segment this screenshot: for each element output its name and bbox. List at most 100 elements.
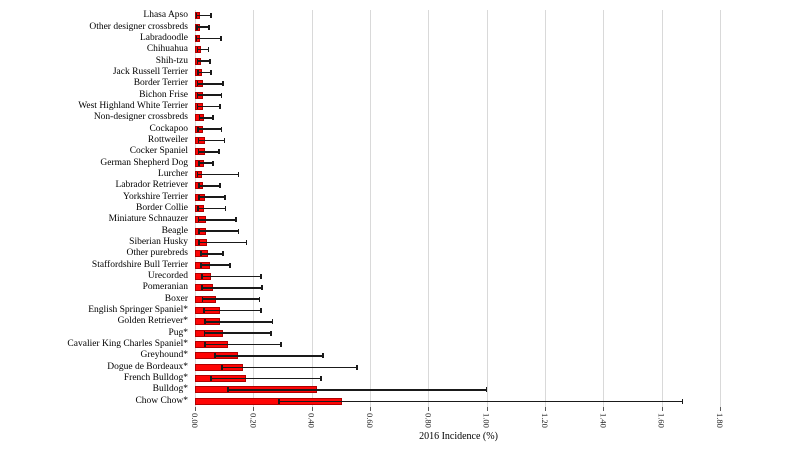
breed-label: Greyhound* — [140, 350, 189, 361]
breed-label: Border Collie — [136, 203, 188, 213]
error-cap-high — [485, 387, 488, 393]
gridline — [253, 10, 255, 407]
error-cap-high — [222, 81, 225, 87]
error-bar-line — [204, 343, 281, 346]
breed-label: Non-designer crossbreds — [93, 112, 188, 123]
error-cap-low — [196, 47, 199, 53]
error-bar-line — [196, 26, 209, 28]
breed-label: Lurcher — [157, 168, 188, 179]
breed-label: Beagle — [161, 225, 188, 236]
error-cap-high — [209, 69, 212, 75]
error-cap-high — [224, 194, 226, 200]
x-tick-label: 0.80 — [423, 413, 434, 428]
error-cap-high — [235, 217, 237, 223]
breed-label: Labrador Retriever — [115, 180, 188, 191]
breed-label: Urecorded — [147, 271, 188, 282]
error-cap-high — [260, 285, 263, 291]
breed-label: Bichon Frise — [139, 89, 188, 100]
error-bar-line — [200, 253, 223, 255]
error-cap-low — [197, 206, 199, 211]
x-tick — [311, 407, 313, 411]
error-cap-high — [207, 24, 210, 30]
error-cap-low — [197, 194, 200, 200]
error-bar-line — [198, 241, 247, 244]
error-cap-low — [209, 376, 212, 382]
breed-label: English Springer Spaniel* — [88, 305, 188, 316]
error-cap-low — [204, 319, 206, 325]
error-bar-line — [227, 389, 487, 391]
breed-label: Boxer — [164, 293, 188, 304]
error-bar-line — [199, 116, 214, 119]
breed-label: Cockapoo — [149, 123, 188, 134]
error-cap-high — [220, 92, 223, 98]
error-cap-low — [278, 398, 280, 404]
error-cap-high — [220, 35, 223, 41]
error-bar-line — [204, 332, 271, 335]
error-cap-high — [222, 251, 224, 257]
x-tick — [195, 407, 196, 411]
gridline — [661, 10, 663, 407]
error-cap-low — [196, 92, 199, 98]
breed-label: Cocker Spaniel — [129, 146, 188, 157]
error-cap-high — [209, 58, 211, 64]
error-cap-low — [197, 126, 199, 132]
breed-label: Cavalier King Charles Spaniel* — [67, 339, 188, 350]
error-bar-line — [279, 400, 683, 403]
error-cap-low — [195, 13, 198, 19]
error-cap-low — [214, 353, 216, 359]
gridline — [370, 10, 371, 407]
error-bar-line — [201, 287, 262, 289]
x-tick-label: 1.20 — [540, 413, 550, 428]
error-bar-line — [198, 185, 221, 187]
error-bar-line — [215, 355, 323, 357]
error-bar-line — [199, 162, 213, 164]
x-axis-tick-labels: 0.00 0.20 0.40 0.60 0.80 1.00 1.20 1.40 1.60 1.80 — [190, 413, 735, 437]
breed-label: Chow Chow* — [135, 395, 188, 406]
error-bar-line — [197, 60, 210, 62]
error-bar-line — [202, 275, 262, 278]
error-cap-high — [681, 398, 684, 404]
gridline — [603, 10, 605, 407]
error-cap-high — [212, 115, 214, 121]
breed-label: Golden Retriever* — [117, 316, 188, 327]
breed-label: Pug* — [168, 327, 188, 338]
error-bar-line — [197, 48, 209, 51]
gridline — [311, 10, 313, 407]
error-bar-line — [198, 139, 225, 142]
x-tick — [545, 407, 546, 411]
error-bar-line — [197, 71, 211, 74]
error-cap-low — [221, 364, 223, 370]
error-cap-high — [218, 149, 220, 155]
error-cap-low — [197, 183, 200, 189]
error-cap-high — [356, 364, 358, 370]
breed-label: Bulldog* — [152, 384, 188, 395]
breed-label: Pomeranian — [142, 282, 188, 293]
error-cap-low — [200, 251, 202, 257]
error-cap-high — [245, 240, 248, 246]
x-tick — [661, 407, 663, 411]
breed-label: French Bulldog* — [123, 373, 188, 384]
breed-label: Lhasa Apso — [143, 10, 188, 21]
x-tick-label: 0.00 — [190, 413, 200, 428]
x-tick — [720, 407, 721, 411]
error-cap-low — [203, 330, 206, 336]
category-axis: Lhasa Apso Other designer crossbreds Labra… — [0, 10, 188, 407]
error-cap-low — [227, 387, 229, 393]
error-bar-line — [204, 321, 273, 323]
error-bar-line — [196, 14, 212, 17]
breed-label: Staffordshire Bull Terrier — [91, 259, 188, 270]
error-cap-high — [219, 183, 221, 189]
error-cap-low — [197, 228, 200, 234]
error-cap-high — [224, 206, 227, 211]
error-cap-low — [196, 103, 199, 109]
error-bar-line — [197, 82, 224, 85]
x-axis-ticks — [195, 407, 735, 412]
breed-label: Shih-tzu — [155, 55, 188, 66]
error-cap-high — [223, 137, 226, 143]
error-bar-line — [197, 173, 239, 176]
breed-label: Jack Russell Terrier — [112, 66, 188, 77]
error-cap-low — [196, 81, 199, 87]
error-bar-line — [197, 128, 222, 130]
x-axis-title: 2016 Incidence (%) — [419, 431, 498, 442]
